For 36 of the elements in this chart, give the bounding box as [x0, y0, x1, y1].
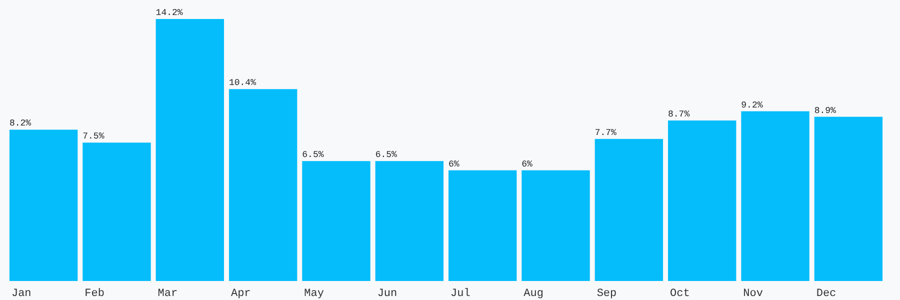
x-tick-label: Sep: [596, 288, 617, 300]
bar: [302, 161, 370, 281]
bar: [522, 170, 590, 281]
data-label: 6%: [448, 159, 460, 170]
bar: [156, 19, 224, 281]
data-label: 6.5%: [302, 150, 324, 160]
x-tick-label: Aug: [524, 288, 544, 300]
x-tick-label: Nov: [743, 288, 764, 300]
bar: [594, 138, 664, 281]
data-label: 8.2%: [9, 118, 32, 129]
x-tick-label: Mar: [158, 288, 178, 300]
data-label: 6%: [522, 159, 534, 170]
x-tick-label: Jan: [11, 288, 32, 300]
bar: [228, 89, 298, 281]
bar: [448, 170, 517, 281]
data-label: 9.2%: [741, 100, 764, 110]
data-label: 7.7%: [594, 128, 618, 138]
x-tick-label: Jul: [450, 288, 470, 300]
bar: [375, 161, 444, 281]
bar: [741, 111, 810, 281]
data-label: 8.7%: [668, 109, 690, 120]
x-tick-label: May: [304, 288, 324, 300]
x-tick-label: Jun: [377, 288, 398, 300]
bar: [82, 142, 151, 281]
bar: [668, 120, 736, 281]
bar: [814, 116, 883, 281]
x-tick-label: Dec: [816, 288, 836, 300]
bar: [9, 130, 78, 281]
x-tick-label: Oct: [670, 288, 690, 300]
data-label: 6.5%: [375, 150, 398, 160]
x-tick-label: Feb: [84, 288, 104, 300]
data-label: 14.2%: [156, 8, 184, 18]
data-label: 8.9%: [814, 106, 837, 116]
x-tick-label: Apr: [230, 288, 251, 300]
data-label: 10.4%: [228, 78, 257, 88]
data-label: 7.5%: [82, 132, 105, 142]
